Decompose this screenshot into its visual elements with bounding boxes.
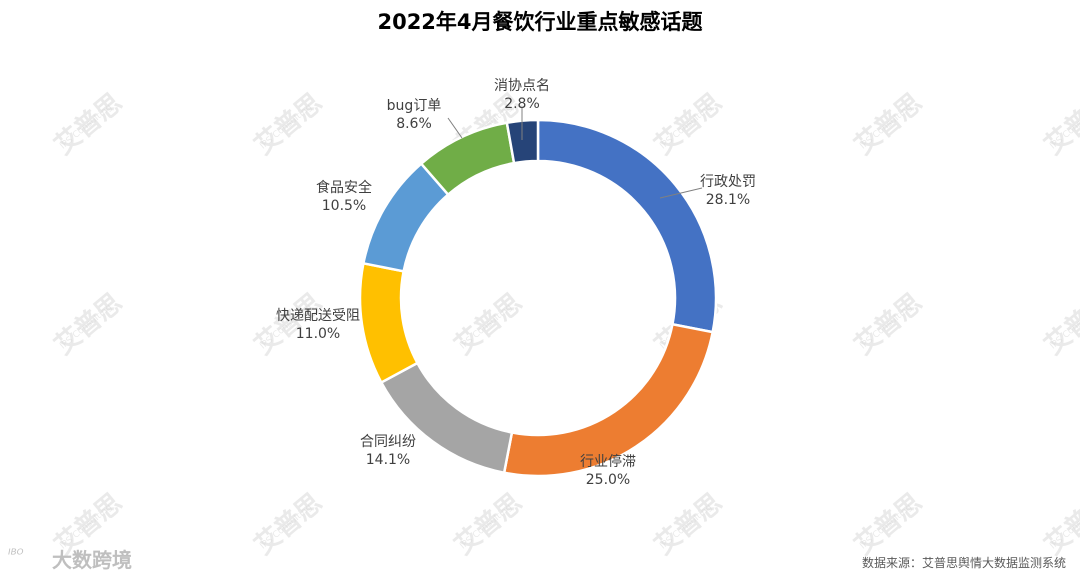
slice-value-label: 25.0% bbox=[586, 472, 630, 488]
donut-slice bbox=[358, 261, 420, 385]
slice-value-label: 8.6% bbox=[396, 116, 432, 132]
brand-logo: ᴵᴮᴼ 大数跨境 bbox=[8, 544, 132, 573]
donut-slice bbox=[505, 118, 540, 165]
slice-label: 行政处罚 bbox=[700, 174, 756, 190]
slice-value-label: 11.0% bbox=[296, 326, 340, 342]
slice-label: 合同纠纷 bbox=[360, 434, 416, 450]
slice-label: 食品安全 bbox=[316, 179, 372, 196]
brand-text: 大数跨境 bbox=[52, 548, 132, 572]
slice-label: 行业停滞 bbox=[580, 453, 636, 470]
slice-value-label: 14.1% bbox=[366, 452, 410, 468]
data-source-note: 数据来源：艾普思舆情大数据监测系统 bbox=[861, 556, 1066, 570]
slice-label: 消协点名 bbox=[494, 78, 550, 94]
slice-label: bug订单 bbox=[387, 98, 442, 114]
leader-line bbox=[659, 187, 703, 199]
brand-icon: ᴵᴮᴼ bbox=[8, 546, 24, 563]
slice-value-label: 2.8% bbox=[504, 96, 540, 112]
slice-value-label: 28.1% bbox=[706, 192, 750, 208]
chart-title: 2022年4月餐饮行业重点敏感话题 bbox=[377, 10, 703, 34]
leader-line bbox=[447, 117, 463, 139]
slice-value-label: 10.5% bbox=[322, 198, 366, 214]
donut-slice bbox=[536, 118, 718, 334]
slice-label: 快递配送受阻 bbox=[276, 308, 360, 324]
